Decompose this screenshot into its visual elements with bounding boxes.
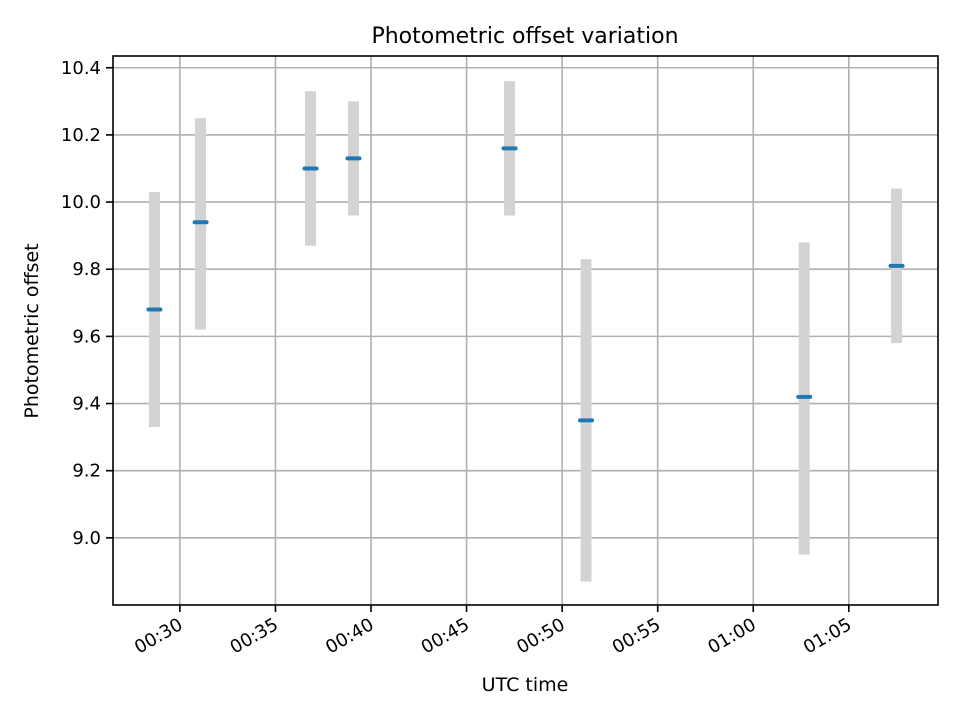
y-tick-label: 9.0 [72, 528, 101, 549]
x-axis-label: UTC time [482, 674, 569, 696]
x-tick-label: 00:40 [322, 614, 377, 658]
y-tick-label: 9.8 [72, 259, 101, 280]
y-axis-label: Photometric offset [21, 243, 43, 418]
x-tick-label: 00:35 [227, 614, 282, 658]
x-tick-label: 00:45 [418, 614, 473, 658]
x-tick-label: 00:55 [609, 614, 664, 658]
y-tick-label: 10.2 [61, 125, 101, 146]
plot-frame [112, 55, 939, 606]
x-tick-label: 00:30 [131, 614, 186, 658]
y-tick-label: 9.4 [72, 394, 101, 415]
y-tick-label: 10.0 [61, 192, 101, 213]
y-tick-label: 9.2 [72, 461, 101, 482]
x-tick-label: 01:05 [800, 614, 855, 658]
error-bars [148, 81, 903, 582]
y-tick-label: 10.4 [61, 58, 101, 79]
y-axis-ticks: 9.0 9.2 9.4 9.6 9.8 10.0 10.2 10.4 [61, 58, 113, 549]
data-markers [146, 146, 905, 423]
x-tick-label: 00:50 [513, 614, 568, 658]
y-tick-label: 9.6 [72, 326, 101, 347]
x-axis-ticks: 00:30 00:35 00:40 00:45 00:50 00:55 01:00 01:05 [131, 605, 855, 658]
grid-lines [113, 56, 938, 605]
x-tick-label: 01:00 [704, 614, 759, 658]
chart-title: Photometric offset variation [371, 24, 678, 49]
